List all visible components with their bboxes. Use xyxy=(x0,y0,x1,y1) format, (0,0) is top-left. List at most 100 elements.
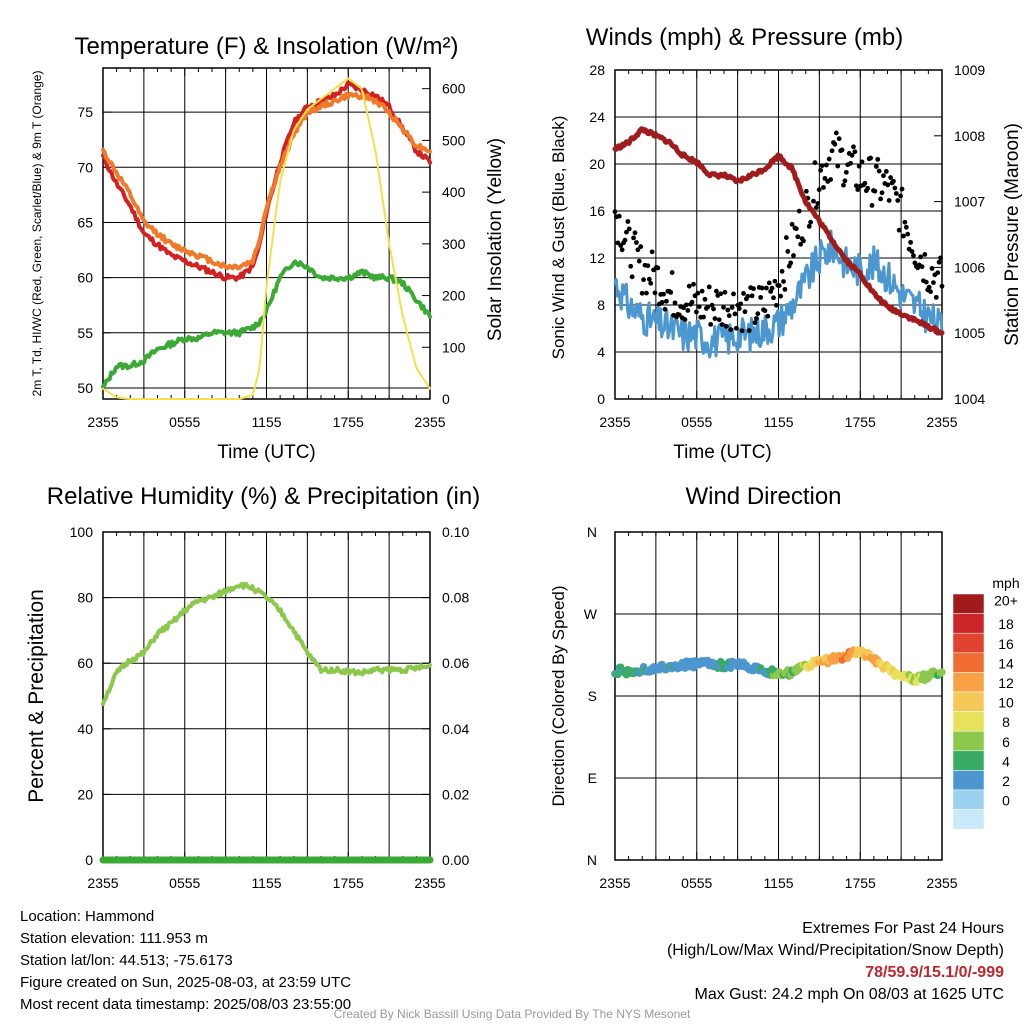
wind-gust-point xyxy=(648,280,654,286)
y-tick-label: 60 xyxy=(77,270,93,286)
wind-gust-point xyxy=(732,311,738,317)
x-tick-label: 1755 xyxy=(333,414,364,430)
wind-gust-point xyxy=(935,270,941,276)
wind-gust-point xyxy=(706,284,712,290)
wind-gust-point xyxy=(796,208,802,214)
y2-tick-label: 500 xyxy=(442,132,466,148)
wind-gust-point xyxy=(645,263,651,269)
wind-gust-point xyxy=(779,268,785,274)
wind-gust-point xyxy=(813,205,819,210)
wind-gust-point xyxy=(755,311,761,317)
wind-gust-point xyxy=(856,163,862,169)
wind-gust-point xyxy=(741,291,746,296)
legend-label: 8 xyxy=(1002,714,1010,730)
station-elevation: Station elevation: 111.953 m xyxy=(20,930,208,947)
x-tick-label: 1155 xyxy=(763,414,793,430)
figure-created: Figure created on Sun, 2025-08-03, at 23… xyxy=(20,974,352,991)
chart-title: Temperature (F) & Insolation (W/m²) xyxy=(74,33,458,60)
legend-swatch xyxy=(952,770,985,791)
wind-gust-point xyxy=(892,185,898,191)
wind-gust-point xyxy=(672,300,678,306)
wind-gust-point xyxy=(822,175,828,181)
y-tick-label: 60 xyxy=(77,655,93,671)
wind-gust-point xyxy=(722,289,728,295)
wind-gust-point xyxy=(638,244,644,250)
y-tick-label: 12 xyxy=(589,250,605,266)
y2-tick-label: 1009 xyxy=(954,62,985,78)
wind-gust-point xyxy=(696,304,702,310)
wind-gust-point xyxy=(875,156,881,162)
wind-gust-point xyxy=(721,304,726,310)
x-tick-label: 0555 xyxy=(169,414,200,430)
wind-gust-point xyxy=(868,155,874,161)
wind-gust-point xyxy=(898,193,903,199)
y-tick-label: 0 xyxy=(85,852,93,868)
y2-tick-label: 200 xyxy=(442,288,466,304)
wind-gust-point xyxy=(691,281,696,287)
wind-gust-point xyxy=(718,291,724,297)
x-tick-label: 0555 xyxy=(681,414,712,430)
wind-gust-point xyxy=(902,219,908,225)
wind-gust-point xyxy=(851,144,856,150)
legend-swatch xyxy=(952,672,985,693)
most-recent-timestamp: Most recent data timestamp: 2025/08/03 2… xyxy=(20,996,352,1013)
wind-gust-point xyxy=(669,270,675,275)
wind-gust-point xyxy=(728,327,734,333)
x-tick-label: 1755 xyxy=(845,414,876,430)
y-tick-label: N xyxy=(587,852,597,868)
wind-gust-point xyxy=(886,198,892,203)
wind-direction-point xyxy=(938,668,946,676)
wind-gust-point xyxy=(873,164,879,169)
legend-swatch xyxy=(952,691,985,712)
wind-gust-point xyxy=(938,255,943,261)
wind-gust-point xyxy=(791,253,796,258)
humidity-line xyxy=(101,581,432,706)
x-tick-label: 2355 xyxy=(599,875,630,891)
y-tick-label: 80 xyxy=(77,590,93,606)
wind-gust-point xyxy=(769,285,775,291)
wind-gust-point xyxy=(878,196,883,202)
station-latlon: Station lat/lon: 44.513; -75.6173 xyxy=(20,952,233,969)
y-tick-label: 100 xyxy=(70,524,94,540)
x-tick-label: 2355 xyxy=(87,414,118,430)
legend-label: 0 xyxy=(1002,793,1010,809)
wind-gust-point xyxy=(686,283,692,289)
legend-swatch xyxy=(952,711,985,732)
wind-gust-point xyxy=(908,239,913,245)
wind-gust-point xyxy=(798,241,804,247)
wind-gust-point xyxy=(762,308,768,314)
wind-gust-point xyxy=(699,288,705,294)
y2-tick-label: 1006 xyxy=(954,259,985,275)
wind-gust-point xyxy=(639,290,645,296)
legend-label: 12 xyxy=(998,675,1014,691)
x-tick-label: 2355 xyxy=(87,875,118,891)
wind-gust-point xyxy=(723,323,729,329)
wind-gust-point xyxy=(758,295,764,300)
wind-gust-point xyxy=(629,274,635,280)
wind-gust-point xyxy=(816,187,822,193)
wind-gust-point xyxy=(726,313,732,319)
x-tick-label: 2355 xyxy=(926,875,957,891)
legend-swatch xyxy=(952,730,985,752)
wind-gust-point xyxy=(626,226,632,232)
wind-gust-point xyxy=(853,183,859,189)
wind-gust-point xyxy=(701,314,706,320)
y-tick-label: 20 xyxy=(589,156,605,172)
wind-gust-point xyxy=(689,299,695,305)
wind-gust-point xyxy=(933,294,939,300)
legend-title: mph xyxy=(992,575,1019,591)
wind-gust-point xyxy=(725,307,731,313)
wind-gust-point xyxy=(712,316,718,321)
y-tick-label: 55 xyxy=(77,325,93,341)
chart-title: Wind Direction xyxy=(685,483,841,510)
extremes-panel: Extremes For Past 24 Hours (High/Low/Max… xyxy=(667,918,1004,1006)
y-tick-label: 20 xyxy=(77,786,93,802)
wind-gust-point xyxy=(936,259,942,265)
y-tick-label: 65 xyxy=(77,214,93,230)
wind-gust-point xyxy=(919,264,925,270)
wind-direction-point xyxy=(716,657,725,666)
legend-label: 6 xyxy=(1002,734,1010,750)
credit-line: Created By Nick Bassill Using Data Provi… xyxy=(333,1007,691,1021)
wind-gust-point xyxy=(806,223,812,229)
